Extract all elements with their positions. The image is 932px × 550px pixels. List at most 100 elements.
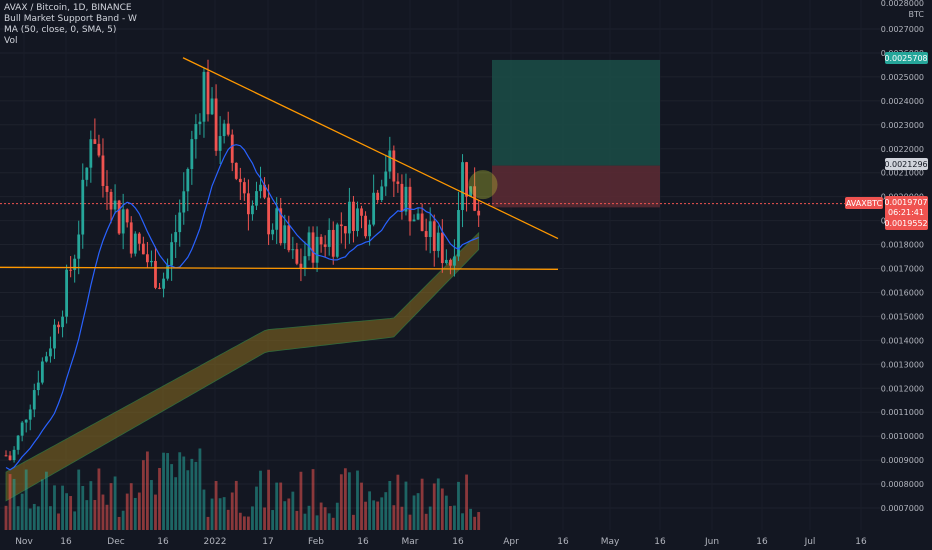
last-price-label: 0.0019707: [884, 198, 927, 207]
volume-bar: [352, 514, 355, 530]
entry-price-label: 0.0019552: [884, 219, 927, 228]
volume-bar: [162, 452, 165, 530]
volume-bar: [182, 456, 186, 530]
candle-body: [424, 231, 428, 237]
volume-bar: [141, 460, 145, 530]
horizontal-support-line: [0, 266, 559, 270]
volume-bar: [154, 494, 157, 530]
time-tick-10: Apr: [503, 537, 519, 547]
volume-bar: [186, 470, 190, 530]
price-tick-3: 0.0024000: [881, 97, 924, 106]
candle-body: [356, 208, 359, 232]
candle-body: [323, 244, 327, 247]
candle-body: [436, 232, 440, 251]
axis-top-partial-tick: 0.0028000: [881, 0, 924, 8]
volume-bar: [206, 516, 210, 530]
volume-bar: [190, 458, 194, 530]
candle-body: [287, 225, 291, 251]
volume-bar: [380, 497, 384, 530]
volume-bar: [444, 495, 448, 530]
candle-body: [348, 201, 351, 234]
volume-bar: [477, 512, 481, 530]
time-tick-15: 16: [756, 537, 768, 547]
volume-bar: [356, 470, 359, 530]
candle-body: [242, 182, 246, 194]
volume-bar: [234, 480, 238, 530]
candle-body: [222, 123, 226, 137]
volume-bar: [440, 488, 444, 530]
legend-indicator-volume[interactable]: Vol: [4, 36, 18, 46]
candle-body: [400, 183, 404, 212]
price-tick-9: 0.0018000: [881, 241, 924, 250]
volume-bar: [230, 492, 234, 530]
candle-body: [8, 455, 12, 461]
candle-body: [133, 233, 137, 254]
time-axis[interactable]: Nov 16 Dec 16 2022 17 Feb 16 Mar 16 Apr 16 May 16 Jun 1…: [15, 537, 867, 547]
breakout-highlight-circle: [468, 170, 498, 200]
candle-body: [93, 139, 97, 144]
volume-bar: [85, 500, 89, 530]
candle-body: [89, 139, 93, 168]
candle-body: [226, 123, 230, 135]
time-tick-8: Mar: [402, 537, 419, 547]
volume-bar: [339, 474, 343, 530]
volume-bar: [473, 516, 477, 530]
candle-body: [20, 422, 24, 436]
legend-symbol[interactable]: AVAX / Bitcoin, 1D, BINANCE: [4, 3, 132, 13]
volume-bar: [291, 491, 295, 530]
candle-body: [376, 192, 380, 200]
volume-bar: [28, 508, 32, 530]
time-tick-6: Feb: [308, 537, 324, 547]
candle-body: [368, 224, 371, 237]
candle-body: [150, 260, 153, 263]
time-tick-14: Jun: [704, 537, 719, 547]
time-tick-2: Dec: [107, 537, 124, 547]
volume-bar: [61, 485, 64, 530]
candle-body: [73, 258, 77, 270]
candle-body: [170, 242, 174, 266]
legend-indicator-ma[interactable]: MA (50, close, 0, SMA, 5): [4, 25, 117, 35]
volume-bar: [372, 500, 376, 530]
volume-bar: [299, 471, 303, 530]
candle-body: [364, 215, 367, 237]
volume-bar: [65, 493, 68, 530]
moving-average-line: [5, 144, 479, 471]
candle-body: [125, 209, 129, 223]
candle-body: [129, 222, 133, 254]
candle-body: [303, 256, 307, 269]
candle-body: [271, 229, 275, 235]
legend-indicator-band[interactable]: Bull Market Support Band - W: [4, 14, 137, 24]
candlesticks: [4, 59, 481, 463]
candle-body: [49, 348, 52, 357]
candle-body: [408, 186, 412, 222]
candle-body: [283, 225, 287, 244]
volume-bar: [222, 497, 226, 530]
candle-body: [255, 191, 258, 206]
volume-bar: [436, 478, 440, 530]
axis-currency: BTC: [909, 10, 925, 19]
time-tick-1: 16: [60, 537, 72, 547]
volume-bar: [388, 481, 392, 530]
volume-bar: [275, 482, 279, 530]
time-tick-11: 16: [557, 537, 569, 547]
price-tick-11: 0.0016000: [881, 288, 924, 297]
volume-bar: [303, 513, 307, 530]
trendlines[interactable]: [0, 57, 559, 270]
price-tick-18: 0.0009000: [881, 456, 924, 465]
position-zones[interactable]: [0, 59, 882, 208]
chart-legend: AVAX / Bitcoin, 1D, BINANCE Bull Market …: [4, 3, 137, 47]
volume-bar: [101, 494, 105, 530]
volume-bar: [364, 501, 367, 530]
countdown-label: 06:21:41: [888, 208, 924, 217]
candle-body: [263, 184, 266, 198]
price-tick-5: 0.0022000: [881, 145, 924, 154]
volume-bar: [194, 461, 198, 530]
volume-bar: [202, 489, 206, 530]
candle-body: [28, 409, 32, 420]
candle-body: [335, 224, 339, 257]
candle-body: [202, 71, 206, 122]
candle-body: [440, 232, 444, 264]
price-labels: 0.0025708 0.0021296 AVAXBTC 0.0019707 06…: [845, 52, 928, 230]
bull-market-support-band: [5, 231, 480, 502]
